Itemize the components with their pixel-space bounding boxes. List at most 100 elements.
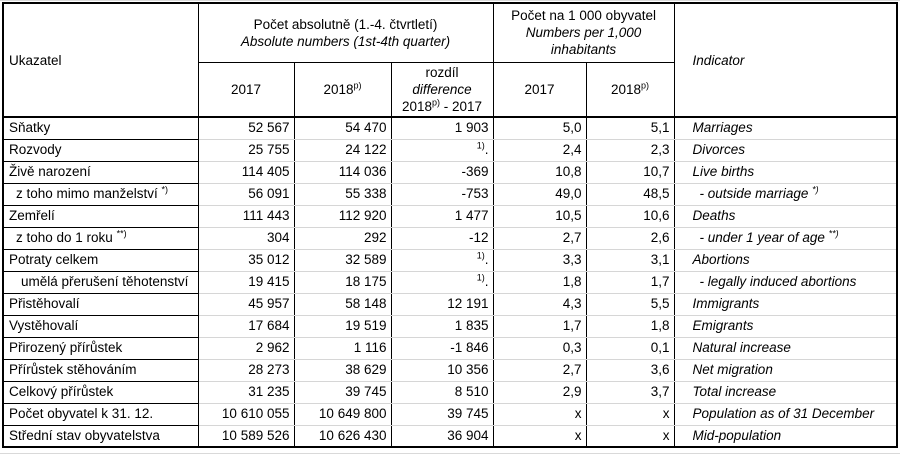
cell-abs-2017: 56 091 [198, 183, 295, 206]
table-row: Celkový přírůstek 31 235 39 745 8 510 2,… [2, 381, 899, 404]
table-row: Sňatky 52 567 54 470 1 903 5,0 5,1 Marri… [2, 117, 899, 140]
cell-rate-2018: 3,1 [586, 249, 675, 272]
footnote-marker-p: p) [353, 80, 362, 91]
cell-rate-2018: 5,5 [586, 293, 675, 316]
table-body: Sňatky 52 567 54 470 1 903 5,0 5,1 Marri… [2, 117, 899, 448]
cell-abs-2018: 1 116 [294, 337, 392, 360]
header-rate-2017: 2017 [492, 61, 587, 118]
header-ukazatel: Ukazatel [2, 2, 199, 118]
cell-rate-2018: 1,8 [586, 315, 675, 338]
cell-indicator-cs: Přistěhovalí [2, 293, 199, 316]
header-difference-cs: rozdíl [425, 64, 459, 80]
table-row: Živě narození 114 405 114 036 -369 10,8 … [2, 161, 899, 184]
cell-difference: 8 510 [391, 381, 494, 404]
cell-rate-2017: 0,3 [493, 337, 587, 360]
cell-rate-2017: 3,3 [493, 249, 587, 272]
table-row: Vystěhovalí 17 684 19 519 1 835 1,7 1,8 … [2, 315, 899, 338]
cell-rate-2018: 1,7 [586, 271, 675, 294]
header-group-absolute-en: Absolute numbers (1st-4th quarter) [240, 33, 451, 49]
cell-indicator-en: Divorces [674, 139, 899, 162]
sheet-gridline-top [0, 0, 900, 1]
cell-abs-2018: 24 122 [294, 139, 392, 162]
cell-abs-2018: 19 519 [294, 315, 392, 338]
cell-abs-2017: 10 589 526 [198, 425, 295, 448]
sheet-gridline-bottom [0, 453, 900, 454]
population-statistics-table: Ukazatel Počet absolutně (1.-4. čtvrtlet… [2, 2, 899, 448]
header-difference-formula: 2018p) - 2017 [401, 97, 483, 114]
cell-abs-2018: 39 745 [294, 381, 392, 404]
cell-indicator-cs: Střední stav obyvatelstva [2, 425, 199, 448]
cell-difference: 1). [391, 139, 494, 162]
footnote-marker: *) [161, 184, 169, 195]
table-row: Střední stav obyvatelstva 10 589 526 10 … [2, 425, 899, 448]
cell-indicator-en: Marriages [674, 117, 899, 140]
table-row: Přírůstek stěhováním 28 273 38 629 10 35… [2, 359, 899, 382]
cell-rate-2017: 4,3 [493, 293, 587, 316]
cell-difference: 1 477 [391, 205, 494, 228]
cell-abs-2017: 45 957 [198, 293, 295, 316]
cell-rate-2018: 0,1 [586, 337, 675, 360]
footnote-marker-p: p) [432, 97, 441, 108]
cell-abs-2017: 17 684 [198, 315, 295, 338]
cell-difference: 1 835 [391, 315, 494, 338]
header-group-per-1000-cs: Počet na 1 000 obyvatel [511, 8, 656, 24]
cell-rate-2018: 5,1 [586, 117, 675, 140]
cell-indicator-en: Immigrants [674, 293, 899, 316]
cell-abs-2017: 28 273 [198, 359, 295, 382]
cell-indicator-en: Natural increase [674, 337, 899, 360]
cell-abs-2017: 19 415 [198, 271, 295, 294]
cell-rate-2017: 49,0 [493, 183, 587, 206]
footnote-marker: **) [828, 228, 839, 239]
cell-difference: 1 903 [391, 117, 494, 140]
table-row: Počet obyvatel k 31. 12. 10 610 055 10 6… [2, 403, 899, 426]
header-rate-2018: 2018p) [585, 61, 675, 118]
cell-rate-2018: 3,7 [586, 381, 675, 404]
cell-indicator-en: Net migration [674, 359, 899, 382]
cell-abs-2018: 55 338 [294, 183, 392, 206]
cell-indicator-cs: Vystěhovalí [2, 315, 199, 338]
cell-indicator-cs: z toho do 1 roku **) [2, 227, 199, 250]
cell-rate-2018: 10,6 [586, 205, 675, 228]
header-difference: rozdíl difference 2018p) - 2017 [390, 61, 494, 118]
cell-indicator-cs: Celkový přírůstek [2, 381, 199, 404]
footnote-marker: 1) [476, 140, 485, 151]
cell-difference: 12 191 [391, 293, 494, 316]
cell-indicator-cs: Přírůstek stěhováním [2, 359, 199, 382]
cell-abs-2018: 10 626 430 [294, 425, 392, 448]
cell-rate-2017: 1,7 [493, 315, 587, 338]
header-group-absolute: Počet absolutně (1.-4. čtvrtletí) Absolu… [197, 2, 494, 63]
cell-rate-2017: 2,4 [493, 139, 587, 162]
cell-indicator-cs: z toho mimo manželství *) [2, 183, 199, 206]
cell-rate-2017: x [493, 425, 587, 448]
cell-rate-2017: x [493, 403, 587, 426]
header-group-per-1000-en-line1: Numbers per 1,000 [525, 25, 642, 41]
table-row: umělá přerušení těhotenství 19 415 18 17… [2, 271, 899, 294]
cell-indicator-en: Live births [674, 161, 899, 184]
cell-indicator-en: - legally induced abortions [674, 271, 899, 294]
cell-abs-2017: 2 962 [198, 337, 295, 360]
cell-abs-2018: 38 629 [294, 359, 392, 382]
cell-difference: -753 [391, 183, 494, 206]
cell-abs-2018: 32 589 [294, 249, 392, 272]
footnote-marker: **) [116, 228, 127, 239]
cell-indicator-cs: Potraty celkem [2, 249, 199, 272]
cell-rate-2017: 2,7 [493, 359, 587, 382]
footnote-marker: *) [812, 184, 819, 195]
cell-abs-2018: 112 920 [294, 205, 392, 228]
footnote-marker: 1) [476, 272, 485, 283]
cell-abs-2018: 10 649 800 [294, 403, 392, 426]
cell-rate-2018: x [586, 425, 675, 448]
cell-difference: -1 846 [391, 337, 494, 360]
header-abs-2017: 2017 [197, 61, 295, 118]
header-indicator: Indicator [673, 2, 898, 118]
cell-difference: 1). [391, 249, 494, 272]
cell-indicator-en: Mid-population [674, 425, 899, 448]
cell-abs-2017: 111 443 [198, 205, 295, 228]
cell-indicator-en: Deaths [674, 205, 899, 228]
table-row: Zemřelí 111 443 112 920 1 477 10,5 10,6 … [2, 205, 899, 228]
cell-rate-2017: 10,8 [493, 161, 587, 184]
table-row: Potraty celkem 35 012 32 589 1). 3,3 3,1… [2, 249, 899, 272]
cell-indicator-en: Emigrants [674, 315, 899, 338]
cell-rate-2018: x [586, 403, 675, 426]
